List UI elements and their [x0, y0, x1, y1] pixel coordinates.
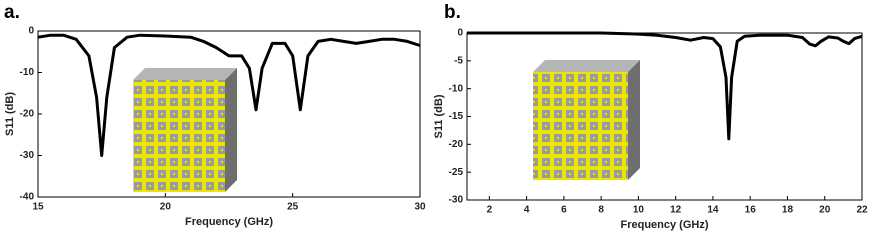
x-tick-label: 2 [487, 205, 493, 216]
y-tick-label: 0 [28, 26, 34, 37]
x-tick-label: 10 [633, 205, 645, 216]
y-tick-label: -10 [20, 67, 35, 78]
y-tick-label: -10 [449, 83, 464, 94]
x-tick-label: 6 [561, 205, 567, 216]
plot-frame [466, 32, 863, 201]
panel-label: b. [444, 2, 461, 23]
y-tick-label: -30 [20, 150, 35, 161]
y-tick-label: -40 [20, 192, 35, 203]
x-tick-label: 12 [670, 205, 682, 216]
x-tick-label: 20 [819, 205, 831, 216]
x-tick-label: 15 [32, 202, 44, 213]
x-tick-label: 16 [745, 205, 757, 216]
y-tick-label: -20 [449, 139, 464, 150]
panel-label: a. [4, 2, 20, 23]
line [467, 31, 863, 141]
inset-a [133, 68, 237, 192]
y-axis-label: S11 (dB) [433, 94, 445, 138]
y-tick-label: -15 [449, 111, 464, 122]
y-tick-label: -25 [449, 167, 464, 178]
y-axis-label: S11 (dB) [4, 92, 16, 136]
x-tick-label: 22 [856, 205, 868, 216]
x-axis-label: Frequency (GHz) [620, 219, 708, 231]
y-tick-label: -5 [454, 55, 463, 66]
x-tick-label: 14 [707, 205, 719, 216]
x-tick-label: 4 [524, 205, 530, 216]
y-tick-label: 0 [457, 28, 463, 39]
line [37, 33, 421, 157]
x-tick-label: 25 [287, 202, 299, 213]
x-tick-label: 20 [160, 202, 172, 213]
inset-b [533, 60, 640, 180]
x-tick-label: 18 [782, 205, 794, 216]
x-tick-label: 8 [598, 205, 604, 216]
y-tick-label: -30 [449, 195, 464, 206]
plot-frame [37, 30, 421, 198]
x-axis-label: Frequency (GHz) [185, 216, 273, 228]
y-tick-label: -20 [20, 109, 35, 120]
x-tick-label: 30 [414, 202, 426, 213]
